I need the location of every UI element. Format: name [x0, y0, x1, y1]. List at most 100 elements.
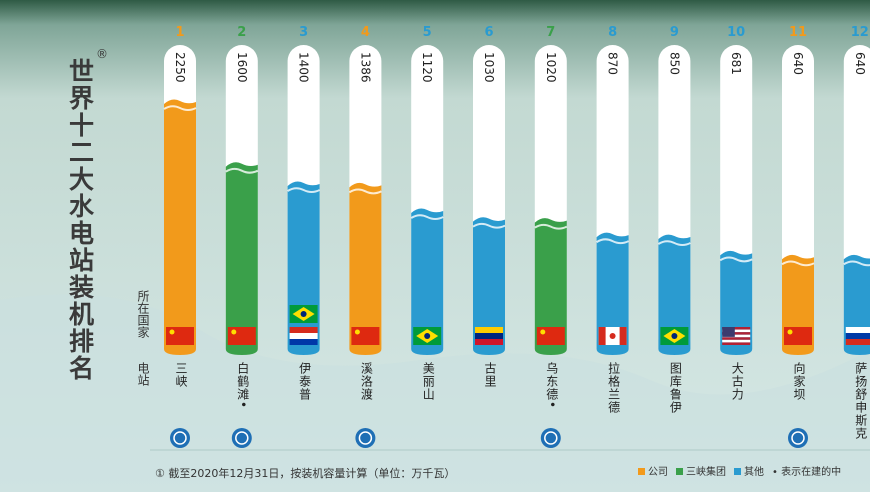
value-label: 640	[791, 52, 805, 75]
bar	[349, 182, 382, 355]
flag	[784, 327, 812, 345]
rank-label: 2	[237, 25, 246, 40]
flag	[289, 339, 318, 345]
legend-label: 公司	[648, 467, 668, 478]
legend-swatch	[676, 468, 683, 475]
legend-swatch	[638, 468, 645, 475]
value-label: 1600	[235, 52, 249, 83]
rank-label: 6	[484, 25, 493, 40]
flag	[424, 333, 431, 339]
value-label: 1400	[297, 52, 311, 83]
station-name: 溪洛渡	[359, 362, 373, 401]
rank-label: 12	[851, 25, 869, 40]
station-name: 图库鲁伊	[668, 362, 682, 414]
station-name: 三峡	[174, 362, 188, 388]
title-mark: ®	[96, 47, 108, 61]
bar-wave	[163, 105, 197, 111]
flag	[289, 327, 318, 333]
flag	[300, 311, 307, 317]
flag	[598, 327, 606, 345]
group-icon	[355, 428, 376, 448]
rank-label: 8	[608, 25, 617, 40]
station-label: 电站	[136, 362, 150, 386]
flag	[227, 327, 256, 345]
flag	[289, 333, 318, 339]
group-icon	[235, 431, 249, 445]
station-name: 古里	[483, 361, 497, 388]
station-name: 伊泰普	[298, 362, 312, 401]
chart-title: 世界十二大水电站装机排名	[66, 58, 95, 382]
legend-swatch	[734, 468, 741, 475]
group-icon	[173, 431, 187, 445]
rank-label: 3	[299, 25, 308, 40]
flag	[722, 327, 735, 337]
station-name: 乌东德•	[545, 361, 559, 410]
station-name: 白鹤滩•	[236, 361, 250, 410]
legend-label: 三峡集团	[686, 465, 726, 478]
value-label: 1020	[544, 52, 558, 83]
bar	[596, 232, 629, 355]
group-icon	[544, 431, 558, 445]
rank-label: 4	[361, 25, 370, 40]
rank-label: 1	[175, 25, 184, 40]
flag	[722, 334, 751, 338]
group-icon	[170, 428, 190, 448]
flag	[722, 332, 751, 335]
value-label: 681	[729, 52, 743, 75]
flag	[722, 339, 751, 343]
bar-wave	[657, 240, 691, 247]
flag	[722, 327, 751, 330]
bar-wave	[410, 214, 444, 220]
flag	[671, 333, 678, 339]
flag	[475, 333, 503, 339]
flag	[722, 342, 751, 345]
value-label: 2250	[173, 52, 187, 83]
rank-label: 9	[670, 25, 679, 40]
value-label: 850	[667, 52, 681, 75]
station-name: 美丽山	[421, 362, 435, 401]
value-label: 1030	[482, 52, 496, 83]
bar	[473, 217, 505, 355]
station-name: 向家坝	[792, 361, 806, 401]
footnote: ① 截至2020年12月31日，按装机容量计算（单位：万千瓦）	[155, 466, 455, 480]
value-label: 1120	[420, 52, 434, 83]
bar-wave	[287, 187, 321, 193]
country-label: 所在国家	[136, 290, 150, 338]
bar-wave	[596, 238, 630, 245]
flag	[536, 327, 565, 345]
legend-note: • 表示在建的中	[772, 465, 841, 478]
flag	[166, 327, 194, 345]
group-icon	[791, 431, 805, 445]
flag	[845, 339, 870, 345]
map-texture	[0, 294, 870, 492]
flag	[787, 329, 793, 335]
bar-wave	[843, 260, 870, 267]
station-name: 大古力	[730, 362, 744, 401]
bar	[534, 218, 567, 355]
group-icon	[358, 431, 373, 445]
group-icon	[540, 428, 561, 448]
flag	[231, 329, 237, 335]
flag	[722, 329, 751, 333]
station-name: 萨扬舒申斯克	[854, 362, 868, 440]
bar-wave	[348, 188, 382, 195]
bar	[658, 234, 691, 355]
flag	[354, 329, 360, 335]
bar-wave	[719, 256, 753, 263]
flag	[722, 337, 751, 340]
legend-label: 其他	[744, 465, 764, 478]
group-icon	[788, 428, 808, 448]
flag	[845, 327, 870, 333]
flag	[845, 333, 870, 339]
rank-label: 10	[727, 25, 745, 40]
flag	[169, 329, 175, 335]
bar	[411, 208, 444, 355]
flag	[351, 327, 380, 345]
bar-wave	[225, 167, 259, 174]
station-name: 拉格兰德	[607, 361, 621, 414]
bar-wave	[781, 260, 815, 267]
rank-label: 11	[789, 25, 807, 40]
value-label: 870	[606, 52, 620, 75]
value-label: 640	[853, 52, 867, 75]
rank-label: 7	[546, 25, 555, 40]
